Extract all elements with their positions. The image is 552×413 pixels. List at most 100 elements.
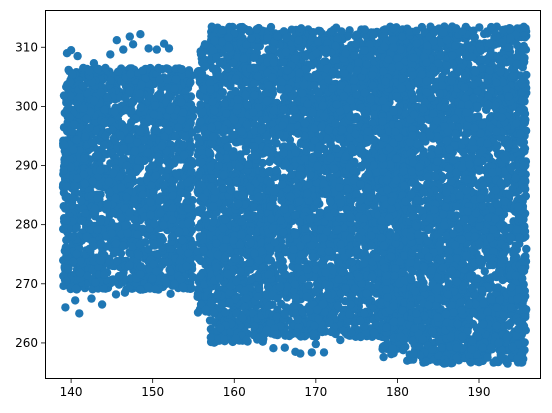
data-point [100, 117, 109, 127]
data-point [75, 93, 85, 102]
data-point [180, 132, 190, 141]
data-point [96, 256, 105, 265]
data-point [183, 190, 192, 199]
data-point [69, 145, 78, 154]
data-point [59, 166, 68, 175]
data-point [149, 239, 158, 248]
data-point [246, 183, 255, 193]
data-point [111, 246, 120, 256]
data-point [103, 200, 112, 209]
data-point [224, 43, 234, 53]
data-point [205, 148, 214, 157]
data-point [184, 249, 193, 258]
data-point [108, 125, 117, 134]
data-point [194, 207, 203, 217]
data-point [80, 154, 89, 163]
data-point [170, 84, 179, 94]
data-point [128, 242, 137, 251]
data-point [168, 203, 177, 212]
data-point [244, 160, 253, 169]
data-point [237, 127, 246, 136]
data-point [241, 90, 250, 100]
data-point [82, 114, 91, 124]
data-point [239, 54, 248, 63]
data-point [111, 193, 121, 203]
data-point [178, 236, 187, 245]
data-point [75, 268, 85, 278]
data-point [61, 247, 71, 256]
data-point [126, 69, 135, 79]
data-point [246, 238, 255, 248]
data-point [62, 182, 71, 191]
data-point [240, 286, 249, 295]
data-point [171, 75, 181, 84]
data-point [96, 88, 106, 97]
data-point [250, 63, 260, 73]
data-point [138, 190, 147, 199]
data-point [229, 130, 238, 140]
data-point [179, 140, 188, 150]
data-point [85, 123, 94, 133]
data-point [212, 262, 221, 272]
data-point [93, 225, 102, 235]
data-point [163, 64, 173, 74]
points-layer [58, 22, 531, 368]
data-point [174, 227, 184, 237]
data-point [114, 271, 124, 281]
data-point [224, 33, 233, 42]
data-point [141, 238, 150, 247]
data-point [176, 115, 186, 125]
data-point [172, 169, 181, 179]
data-point [234, 199, 243, 209]
data-point [96, 217, 105, 226]
data-point [138, 66, 147, 75]
data-point [162, 75, 172, 84]
data-point [218, 223, 228, 233]
data-point [155, 196, 164, 205]
data-point [168, 215, 177, 224]
data-point [130, 215, 139, 224]
data-point [220, 135, 230, 144]
data-point [215, 71, 224, 81]
data-point [195, 138, 204, 148]
data-point [213, 290, 222, 299]
data-point [225, 298, 234, 307]
data-point [254, 256, 263, 265]
data-point [62, 277, 71, 286]
data-point [254, 192, 263, 202]
data-point [68, 70, 77, 79]
data-point [111, 239, 121, 248]
data-point [159, 221, 168, 230]
data-point [154, 63, 163, 73]
data-point [186, 78, 195, 87]
data-point [152, 126, 161, 135]
data-point [194, 223, 203, 232]
data-point [215, 153, 224, 163]
data-point [187, 167, 196, 176]
data-point [183, 178, 192, 187]
data-point [115, 172, 125, 181]
data-point [179, 150, 189, 160]
data-point [233, 95, 242, 104]
data-point [222, 109, 231, 118]
data-point [209, 308, 219, 318]
data-point [122, 192, 131, 202]
data-point [210, 106, 219, 116]
data-point [155, 75, 164, 84]
data-point [167, 232, 176, 241]
data-point [136, 103, 145, 112]
data-point [116, 131, 125, 140]
data-point [133, 164, 142, 173]
data-point [231, 87, 240, 96]
data-point [250, 53, 259, 62]
data-point [250, 211, 259, 221]
data-point [219, 243, 228, 252]
data-point [125, 260, 134, 270]
data-point [183, 218, 193, 228]
data-point [117, 183, 126, 192]
data-point [113, 256, 122, 266]
data-point [178, 108, 188, 118]
data-point [206, 85, 215, 94]
data-point [72, 174, 82, 183]
data-point [182, 261, 191, 271]
